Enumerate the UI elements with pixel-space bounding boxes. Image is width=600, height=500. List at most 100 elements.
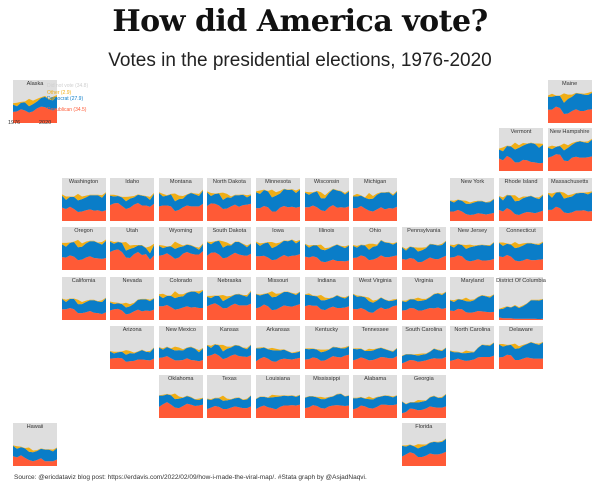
area-other [450,342,495,354]
legend-did-not-vote: Did not vote (34.8) [47,83,89,89]
area-other [353,395,398,400]
state-tile-district-of-columbia: District Of Columbia [496,277,546,320]
area-republican [158,402,203,418]
state-area-chart [401,375,446,418]
state-label: New Mexico [165,327,197,333]
state-tile-oklahoma: Oklahoma [158,375,203,418]
source-note: Source: @ericdataviz blog post: https://… [14,474,367,481]
area-other [304,293,349,301]
state-label: Maine [561,81,578,87]
area-other [353,293,398,303]
state-label: North Carolina [454,327,491,333]
area-democrat [110,347,155,362]
area-other [256,239,300,249]
area-republican [207,303,252,320]
area-other [158,346,203,353]
area-other [207,395,252,401]
area-other [207,191,252,200]
state-tile-maryland: Maryland [450,277,495,320]
area-democrat [256,395,300,410]
state-label: Vermont [510,129,532,135]
area-democrat [401,292,446,311]
area-democrat [207,240,252,259]
area-democrat [353,191,398,212]
state-area-chart [256,375,300,418]
state-label: Minnesota [265,179,291,185]
state-tile-minnesota: Minnesota [256,178,300,221]
state-tile-north-dakota: North Dakota [207,178,252,221]
area-democrat [158,290,203,310]
area-other [353,239,398,250]
area-other [256,394,300,400]
state-area-chart [207,277,252,320]
state-area-chart [499,326,543,369]
state-tile-tennessee: Tennessee [353,326,398,369]
area-democrat [13,445,57,462]
area-other [547,138,592,151]
state-area-chart [304,277,349,320]
area-other [304,345,349,353]
area-republican [256,254,300,270]
legend-other: Other (2.9) [47,90,72,96]
state-area-chart [547,178,592,221]
state-area-chart [304,326,349,369]
state-label: California [71,278,96,284]
area-democrat [401,394,446,414]
area-other [207,240,252,248]
state-tile-south-carolina: South Carolina [401,326,446,369]
area-other [61,239,106,248]
area-democrat [353,240,398,261]
state-area-chart [499,128,543,171]
state-tile-mississippi: Mississippi [304,375,349,418]
state-area-chart [110,326,155,369]
area-democrat [110,193,155,209]
area-democrat [499,342,543,360]
area-other [450,242,495,249]
state-tile-connecticut: Connecticut [499,227,543,270]
state-area-chart [547,80,592,123]
area-republican [499,317,543,320]
area-republican [61,206,106,221]
area-republican [450,255,495,270]
area-democrat [353,395,398,410]
state-tile-hawaii: Hawaii [13,423,57,466]
state-tile-arizona: Arizona [110,326,155,369]
area-other [304,243,349,251]
area-republican [304,256,349,270]
state-area-chart [207,178,252,221]
area-republican [450,209,495,221]
state-area-chart [256,326,300,369]
area-democrat [256,347,300,362]
state-area-chart [13,80,57,123]
state-tile-wisconsin: Wisconsin [304,178,349,221]
area-other [158,393,203,400]
area-democrat [499,242,543,262]
area-other [450,198,495,204]
state-tile-michigan: Michigan [353,178,398,221]
state-area-chart [61,227,106,270]
state-tile-missouri: Missouri [256,277,300,320]
area-republican [304,354,349,369]
state-tile-vermont: Vermont [499,128,543,171]
state-tile-ohio: Ohio [353,227,398,270]
area-republican [401,406,446,418]
area-other [256,291,300,298]
state-tile-montana: Montana [158,178,203,221]
area-democrat [158,244,203,259]
area-democrat [499,299,543,320]
state-area-chart [401,277,446,320]
area-republican [353,404,398,418]
area-republican [110,357,155,369]
state-area-chart [158,178,203,221]
state-area-chart [547,128,592,171]
state-label: Virginia [414,278,434,284]
state-area-chart [158,375,203,418]
area-democrat [110,241,155,260]
area-democrat [61,193,106,212]
state-tile-rhode-island: Rhode Island [499,178,543,221]
state-area-chart [353,326,398,369]
area-democrat [304,393,349,409]
area-republican [547,154,592,171]
area-republican [61,307,106,320]
area-democrat [61,298,106,314]
